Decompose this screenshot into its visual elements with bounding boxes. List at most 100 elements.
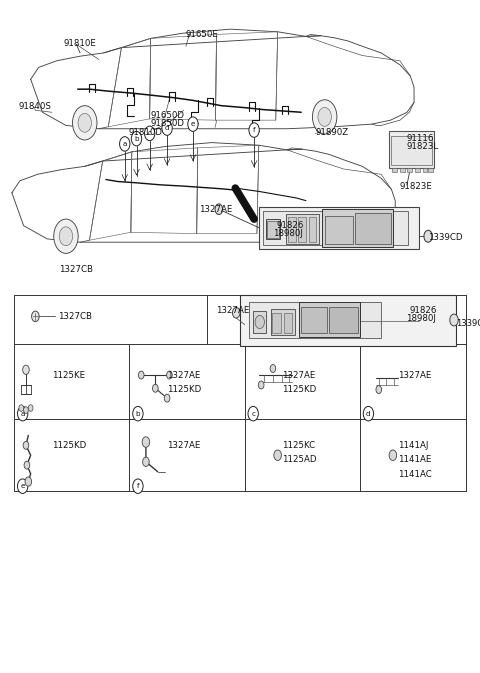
Circle shape bbox=[318, 108, 331, 127]
Text: 1141AJ: 1141AJ bbox=[397, 441, 428, 450]
Bar bbox=[263, 211, 408, 246]
Circle shape bbox=[132, 131, 142, 146]
Circle shape bbox=[17, 406, 28, 421]
Circle shape bbox=[133, 406, 143, 421]
Bar bbox=[284, 313, 292, 332]
Circle shape bbox=[59, 227, 72, 246]
Circle shape bbox=[72, 106, 97, 140]
Circle shape bbox=[23, 441, 29, 450]
Circle shape bbox=[78, 113, 92, 132]
Circle shape bbox=[144, 126, 155, 141]
Bar bbox=[309, 217, 316, 242]
Text: 91826: 91826 bbox=[409, 306, 437, 314]
Circle shape bbox=[450, 314, 458, 326]
Circle shape bbox=[153, 384, 158, 392]
Text: 91823L: 91823L bbox=[407, 142, 439, 151]
Circle shape bbox=[19, 404, 24, 411]
Text: 1327AE: 1327AE bbox=[397, 371, 431, 380]
Text: 1327AE: 1327AE bbox=[216, 306, 250, 314]
Bar bbox=[271, 309, 295, 335]
Bar bbox=[267, 221, 279, 238]
Bar bbox=[415, 168, 420, 172]
Circle shape bbox=[376, 386, 382, 394]
Circle shape bbox=[363, 406, 373, 421]
Circle shape bbox=[167, 371, 172, 379]
Bar bbox=[355, 213, 391, 244]
Circle shape bbox=[32, 311, 39, 322]
Text: 1125KD: 1125KD bbox=[52, 441, 86, 450]
Text: 1125KD: 1125KD bbox=[282, 385, 317, 394]
Text: 1125KC: 1125KC bbox=[282, 441, 315, 450]
Circle shape bbox=[299, 221, 312, 240]
Circle shape bbox=[389, 450, 396, 460]
Circle shape bbox=[164, 394, 170, 402]
Circle shape bbox=[188, 117, 198, 131]
Circle shape bbox=[232, 308, 240, 318]
Circle shape bbox=[294, 213, 318, 248]
Text: c: c bbox=[148, 131, 152, 137]
Circle shape bbox=[23, 365, 29, 374]
Circle shape bbox=[249, 122, 259, 137]
Text: 1141AE: 1141AE bbox=[397, 456, 431, 464]
Text: a: a bbox=[21, 411, 25, 417]
Bar bbox=[240, 295, 456, 346]
Text: e: e bbox=[191, 121, 195, 127]
Circle shape bbox=[54, 219, 78, 254]
Circle shape bbox=[162, 121, 172, 135]
Bar bbox=[393, 168, 397, 172]
Text: 1327CB: 1327CB bbox=[59, 265, 93, 275]
Text: b: b bbox=[134, 136, 139, 141]
Circle shape bbox=[120, 137, 130, 151]
Text: 1125KE: 1125KE bbox=[52, 371, 85, 380]
Circle shape bbox=[255, 316, 264, 328]
Bar bbox=[400, 168, 405, 172]
Bar bbox=[329, 307, 358, 333]
Text: 1125AD: 1125AD bbox=[282, 456, 317, 464]
Text: 18980J: 18980J bbox=[274, 229, 303, 238]
Text: d: d bbox=[366, 411, 371, 417]
Circle shape bbox=[25, 477, 32, 486]
Bar bbox=[259, 207, 419, 250]
Text: a: a bbox=[122, 141, 127, 147]
Circle shape bbox=[24, 461, 30, 469]
Text: 1327AE: 1327AE bbox=[167, 371, 201, 380]
Bar bbox=[286, 215, 319, 244]
Text: 1327AE: 1327AE bbox=[282, 371, 316, 380]
Bar bbox=[422, 168, 427, 172]
Text: f: f bbox=[253, 127, 255, 133]
Text: 91116: 91116 bbox=[407, 134, 434, 143]
Bar bbox=[391, 136, 432, 165]
Text: 91810D: 91810D bbox=[128, 128, 162, 137]
Circle shape bbox=[274, 450, 281, 460]
Bar bbox=[273, 313, 281, 332]
Bar bbox=[428, 168, 433, 172]
Text: 91650D: 91650D bbox=[151, 111, 185, 120]
Text: 18980J: 18980J bbox=[406, 314, 436, 322]
Text: d: d bbox=[165, 125, 169, 131]
Circle shape bbox=[17, 479, 28, 493]
Circle shape bbox=[215, 204, 223, 215]
Circle shape bbox=[312, 100, 337, 134]
Bar bbox=[288, 217, 296, 242]
Text: 1327CB: 1327CB bbox=[58, 312, 92, 321]
Text: 91823E: 91823E bbox=[400, 182, 433, 190]
Bar bbox=[389, 131, 434, 168]
Text: c: c bbox=[251, 411, 255, 417]
Text: 1339CD: 1339CD bbox=[428, 233, 463, 242]
Bar bbox=[301, 307, 327, 333]
Text: 91826: 91826 bbox=[276, 221, 304, 230]
Bar bbox=[266, 219, 280, 239]
Circle shape bbox=[133, 479, 143, 493]
Circle shape bbox=[424, 230, 432, 242]
Text: 91650E: 91650E bbox=[186, 30, 219, 39]
Bar bbox=[324, 217, 353, 244]
Bar bbox=[253, 312, 266, 332]
Bar bbox=[299, 302, 360, 336]
Text: 1125KD: 1125KD bbox=[167, 385, 201, 394]
Circle shape bbox=[248, 406, 258, 421]
Text: 91840S: 91840S bbox=[19, 102, 52, 112]
Text: e: e bbox=[21, 483, 25, 489]
Circle shape bbox=[258, 381, 264, 389]
Circle shape bbox=[270, 365, 276, 372]
Bar bbox=[250, 302, 381, 338]
